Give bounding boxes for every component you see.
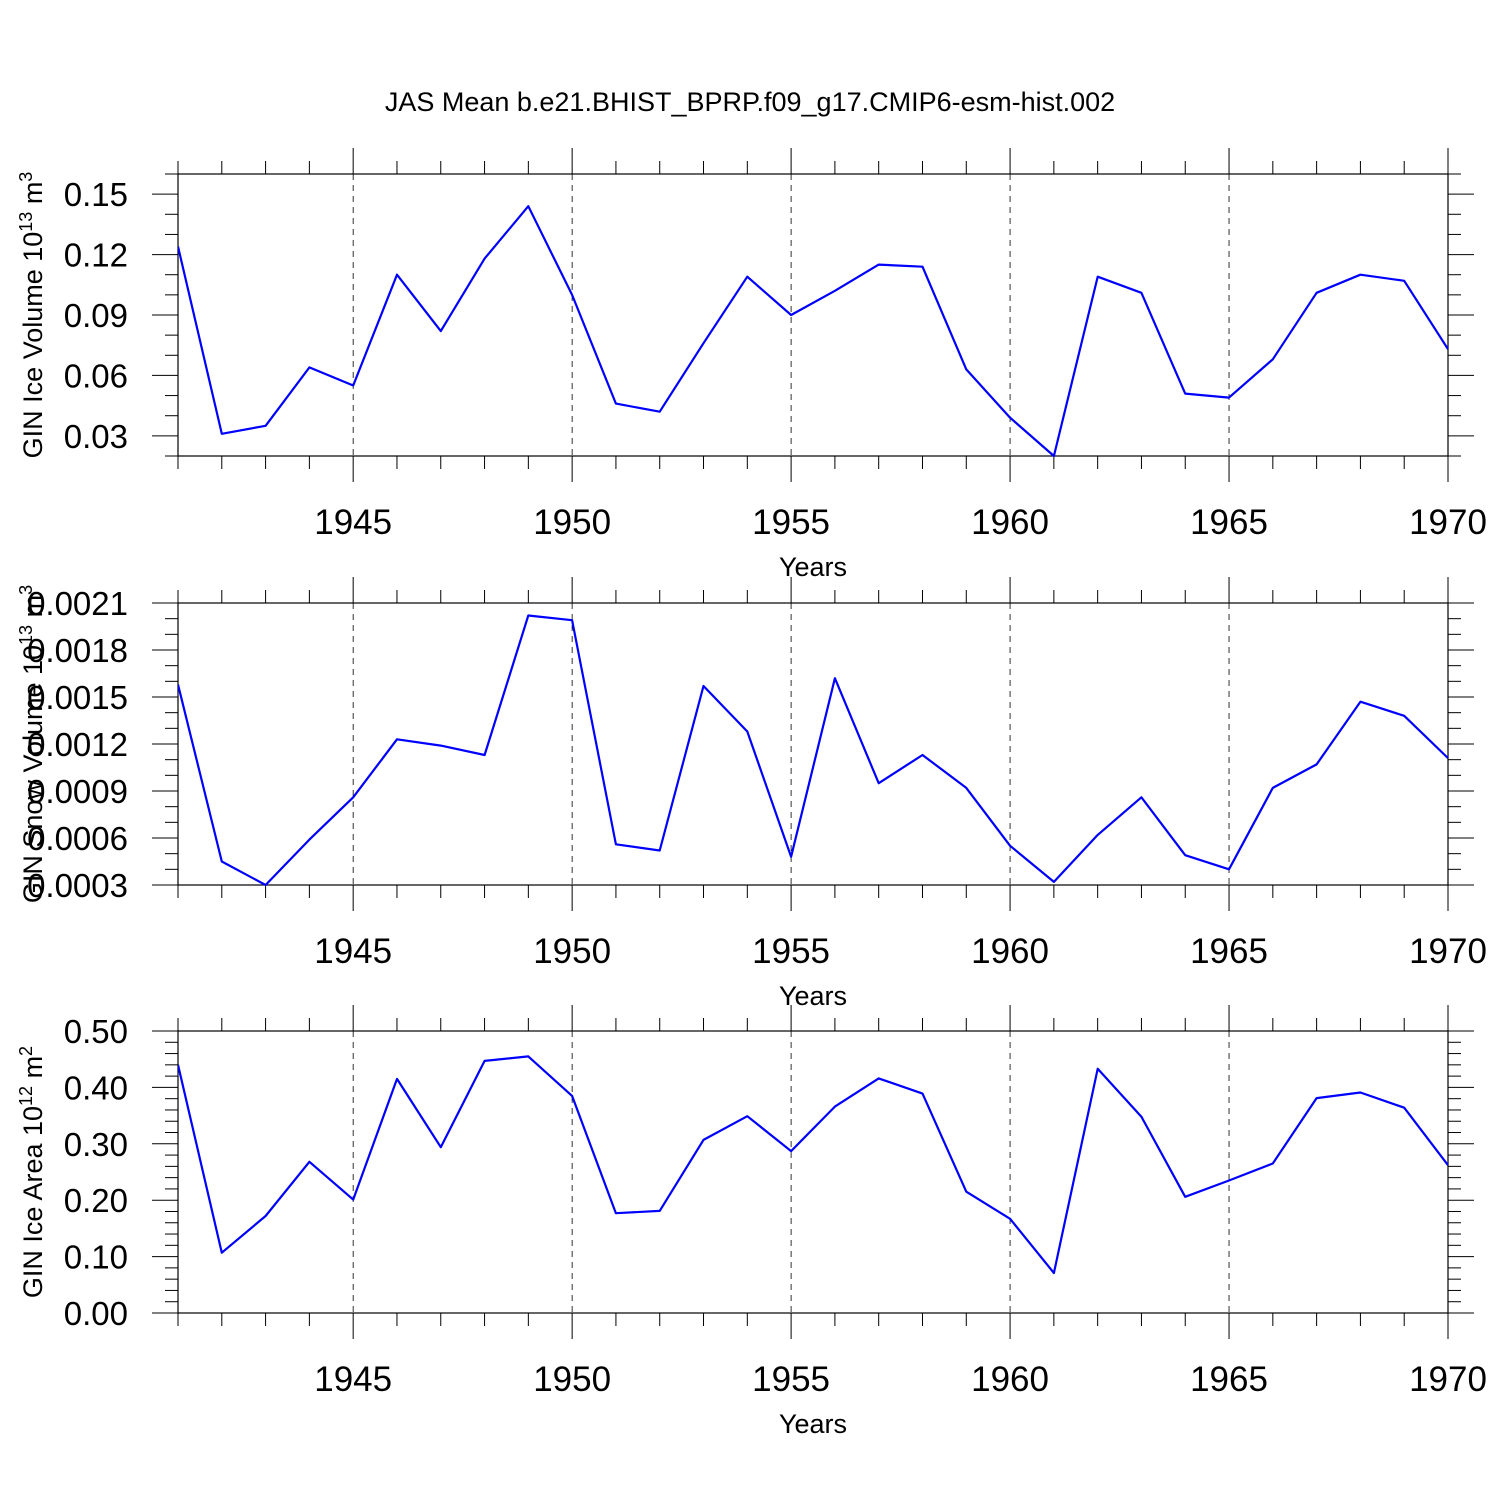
x-tick-label: 1955 — [752, 1360, 830, 1399]
y-tick-label: 0.20 — [64, 1182, 128, 1219]
y-axis-label-unit-exponent: 3 — [16, 172, 36, 182]
y-axis-label-unit-exponent: 3 — [16, 585, 36, 595]
figure-title: JAS Mean b.e21.BHIST_BPRP.f09_g17.CMIP6-… — [385, 87, 1115, 117]
x-tick-label: 1950 — [533, 1360, 611, 1399]
panel-ice-area: 1945 1950 1955 1960 1965 1970 Years 0.00 0.10 0.2… — [16, 1005, 1487, 1439]
x-tick-label: 1960 — [971, 932, 1049, 971]
y-tick-label: 0.15 — [64, 176, 128, 213]
y-tick-label: 0.0021 — [27, 585, 128, 622]
y-tick-label: 0.06 — [64, 357, 128, 394]
y-tick-label: 0.0009 — [27, 773, 128, 810]
y-tick-label: 0.03 — [64, 418, 128, 455]
x-tick-label: 1965 — [1190, 1360, 1268, 1399]
x-tick-label: 1955 — [752, 503, 830, 542]
y-axis-label-unit-exponent: 2 — [16, 1046, 36, 1056]
y-tick-label: 0.0015 — [27, 679, 128, 716]
y-axis-label: GIN Ice Area 1012 m2 — [16, 1046, 48, 1298]
x-tick-label: 1955 — [752, 932, 830, 971]
series-line-ice-volume — [178, 205, 1448, 458]
plot-frame — [177, 602, 1449, 886]
x-tick-label: 1970 — [1409, 1360, 1487, 1399]
y-axis-label-unit: m — [18, 182, 48, 212]
y-tick-label: 0.0012 — [27, 726, 128, 763]
x-tick-label: 1970 — [1409, 932, 1487, 971]
x-axis-label: Years — [779, 552, 847, 582]
y-tick-label: 0.30 — [64, 1126, 128, 1163]
y-tick-label: 0.0006 — [27, 820, 128, 857]
x-tick-label: 1945 — [314, 503, 392, 542]
y-tick-label: 0.50 — [64, 1013, 128, 1050]
x-tick-label: 1965 — [1190, 932, 1268, 971]
y-axis-label-exponent: 13 — [16, 625, 36, 645]
x-tick-label: 1965 — [1190, 503, 1268, 542]
x-tick-label: 1960 — [971, 503, 1049, 542]
x-tick-label: 1950 — [533, 932, 611, 971]
y-axis-label: GIN Snow Volume 1013 m3 — [16, 585, 48, 903]
panel-ice-volume: 1945 1950 1955 1960 1965 1970 Years 0.03 0.06 0.0… — [16, 148, 1487, 582]
y-axis-label-unit: m — [18, 1056, 48, 1086]
y-axis-label-text: GIN Snow Volume 10 — [18, 645, 48, 903]
y-axis-label-exponent: 13 — [16, 212, 36, 232]
x-tick-label: 1945 — [314, 1360, 392, 1399]
plot-frame — [177, 173, 1449, 457]
y-tick-label: 0.0018 — [27, 632, 128, 669]
panel-snow-volume: 1945 1950 1955 1960 1965 1970 Years 0.0003 0.000… — [16, 577, 1487, 1011]
x-axis-label: Years — [779, 1409, 847, 1439]
x-tick-label: 1950 — [533, 503, 611, 542]
series-line-snow-volume — [178, 614, 1448, 887]
y-axis-label-text: GIN Ice Area 10 — [18, 1106, 48, 1298]
y-tick-label: 0.10 — [64, 1239, 128, 1276]
y-axis-label-exponent: 12 — [16, 1086, 36, 1106]
y-tick-label: 0.40 — [64, 1069, 128, 1106]
series-line-ice-area — [178, 1055, 1448, 1275]
y-axis-label: GIN Ice Volume 1013 m3 — [16, 172, 48, 459]
y-tick-label: 0.0003 — [27, 867, 128, 904]
y-axis-label-text: GIN Ice Volume 10 — [18, 232, 48, 459]
y-tick-label: 0.00 — [64, 1295, 128, 1332]
plot-frame — [177, 1030, 1449, 1314]
y-axis-label-unit: m — [18, 595, 48, 625]
x-axis-label: Years — [779, 981, 847, 1011]
x-tick-label: 1945 — [314, 932, 392, 971]
x-tick-label: 1970 — [1409, 503, 1487, 542]
y-tick-label: 0.09 — [64, 297, 128, 334]
y-tick-label: 0.12 — [64, 237, 128, 274]
x-tick-label: 1960 — [971, 1360, 1049, 1399]
